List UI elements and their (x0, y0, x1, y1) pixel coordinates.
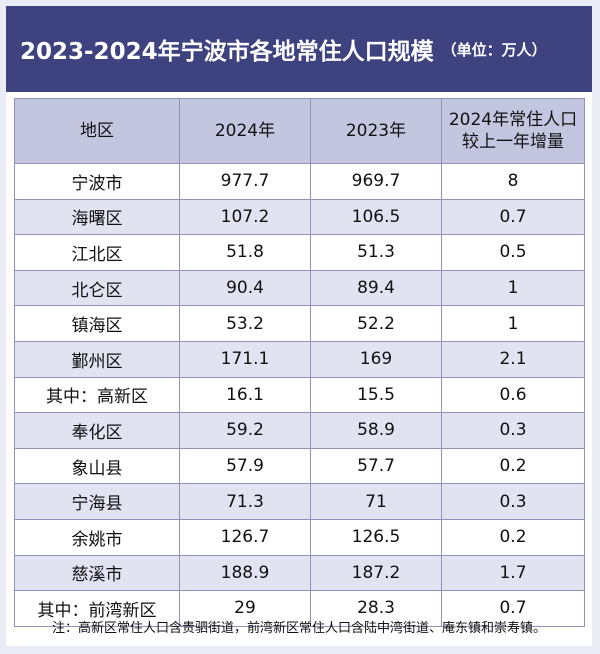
population-card: 2023-2024年宁波市各地常住人口规模 （单位：万人） 地区 2024年 2… (6, 6, 592, 646)
cell-2024: 90.4 (179, 269, 311, 307)
table-row: 江北区 51.8 51.3 0.5 (14, 234, 585, 271)
cell-2024: 188.9 (179, 554, 311, 592)
cell-2023: 106.5 (310, 198, 442, 236)
cell-region: 镇海区 (14, 305, 180, 342)
table-row: 其中：前湾新区 29 28.3 0.7 (14, 590, 585, 627)
cell-increase: 0.5 (441, 234, 585, 271)
cell-2023: 969.7 (310, 163, 442, 200)
cell-2024: 977.7 (179, 163, 311, 200)
cell-region: 海曙区 (14, 198, 180, 236)
cell-2023: 71 (310, 483, 442, 520)
table-row: 其中：高新区 16.1 15.5 0.6 (14, 376, 585, 414)
table-row: 奉化区 59.2 58.9 0.3 (14, 412, 585, 449)
footnote: 注：高新区常住人口含贵驷街道，前湾新区常住人口含陆中湾街道、庵东镇和崇寿镇。 (51, 620, 546, 636)
cell-2024: 16.1 (179, 376, 311, 414)
cell-region: 其中：高新区 (14, 376, 180, 414)
cell-region: 其中：前湾新区 (14, 590, 180, 627)
table-row: 镇海区 53.2 52.2 1 (14, 305, 585, 342)
cell-region: 象山县 (14, 447, 180, 485)
cell-increase: 1.7 (441, 554, 585, 592)
cell-2023: 89.4 (310, 269, 442, 307)
cell-region: 余姚市 (14, 518, 180, 556)
cell-2024: 107.2 (179, 198, 311, 236)
header-region: 地区 (14, 98, 180, 164)
cell-increase: 8 (441, 163, 585, 200)
cell-2024: 51.8 (179, 234, 311, 271)
header-increase-line1: 2024年常住人口 (448, 110, 578, 130)
unit-label: （单位：万人） (441, 40, 547, 59)
cell-2023: 187.2 (310, 554, 442, 592)
cell-2023: 169 (310, 340, 442, 378)
table-row: 宁海县 71.3 71 0.3 (14, 483, 585, 520)
page-title: 2023-2024年宁波市各地常住人口规模 (20, 39, 434, 65)
table-header-row: 地区 2024年 2023年 2024年常住人口 较上一年增量 (14, 98, 585, 164)
cell-2024: 53.2 (179, 305, 311, 342)
cell-2024: 126.7 (179, 518, 311, 556)
cell-region: 宁波市 (14, 163, 180, 200)
cell-increase: 0.7 (441, 590, 585, 627)
population-table: 地区 2024年 2023年 2024年常住人口 较上一年增量 宁波市 977.7 9… (14, 98, 585, 627)
cell-2024: 71.3 (179, 483, 311, 520)
table-row: 海曙区 107.2 106.5 0.7 (14, 198, 585, 236)
cell-increase: 0.3 (441, 483, 585, 520)
cell-region: 鄞州区 (14, 340, 180, 378)
cell-2024: 59.2 (179, 412, 311, 449)
cell-region: 北仑区 (14, 269, 180, 307)
cell-increase: 2.1 (441, 340, 585, 378)
cell-2023: 126.5 (310, 518, 442, 556)
cell-2024: 171.1 (179, 340, 311, 378)
table-row: 余姚市 126.7 126.5 0.2 (14, 518, 585, 556)
table-row: 象山县 57.9 57.7 0.2 (14, 447, 585, 485)
cell-region: 奉化区 (14, 412, 180, 449)
cell-increase: 0.6 (441, 376, 585, 414)
cell-2023: 58.9 (310, 412, 442, 449)
table-row: 鄞州区 171.1 169 2.1 (14, 340, 585, 378)
header-2024: 2024年 (179, 98, 311, 164)
header-increase-line2: 较上一年增量 (462, 132, 564, 152)
cell-increase: 0.2 (441, 518, 585, 556)
cell-increase: 0.3 (441, 412, 585, 449)
cell-2023: 15.5 (310, 376, 442, 414)
cell-region: 慈溪市 (14, 554, 180, 592)
title-bar: 2023-2024年宁波市各地常住人口规模 （单位：万人） (6, 6, 592, 92)
cell-2023: 57.7 (310, 447, 442, 485)
table-row: 慈溪市 188.9 187.2 1.7 (14, 554, 585, 592)
cell-region: 宁海县 (14, 483, 180, 520)
cell-increase: 1 (441, 305, 585, 342)
header-2023: 2023年 (310, 98, 442, 164)
table-row: 北仑区 90.4 89.4 1 (14, 269, 585, 307)
cell-2023: 52.2 (310, 305, 442, 342)
table-row: 宁波市 977.7 969.7 8 (14, 163, 585, 200)
cell-2023: 51.3 (310, 234, 442, 271)
cell-2024: 57.9 (179, 447, 311, 485)
cell-2023: 28.3 (310, 590, 442, 627)
header-increase: 2024年常住人口 较上一年增量 (441, 98, 585, 164)
cell-increase: 1 (441, 269, 585, 307)
cell-increase: 0.2 (441, 447, 585, 485)
cell-region: 江北区 (14, 234, 180, 271)
cell-increase: 0.7 (441, 198, 585, 236)
